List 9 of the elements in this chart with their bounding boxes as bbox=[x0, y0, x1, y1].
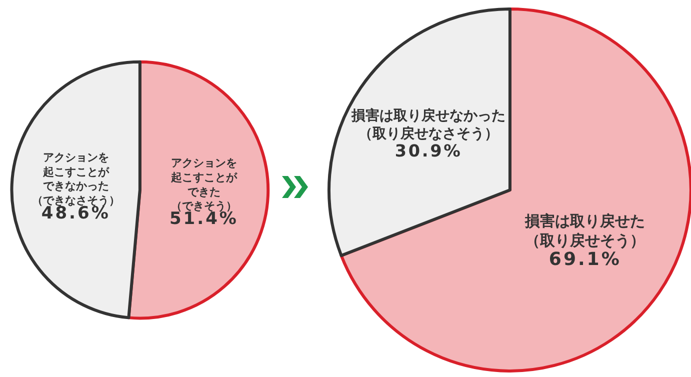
slice-label: 損害は取り戻せた（取り戻せそう） bbox=[524, 212, 646, 250]
pie-slice bbox=[127, 60, 270, 320]
slice-label: 損害は取り戻せなかった（取り戻せなさそう） bbox=[350, 107, 506, 142]
data-label: 69.1% bbox=[548, 249, 622, 270]
pie-slice bbox=[10, 60, 142, 320]
slice-label: アクションを起こすことができなかった（できなさそう） bbox=[32, 151, 120, 207]
pie-slice bbox=[340, 8, 691, 372]
data-label: 30.9% bbox=[394, 140, 462, 160]
pie-slice bbox=[328, 8, 512, 258]
